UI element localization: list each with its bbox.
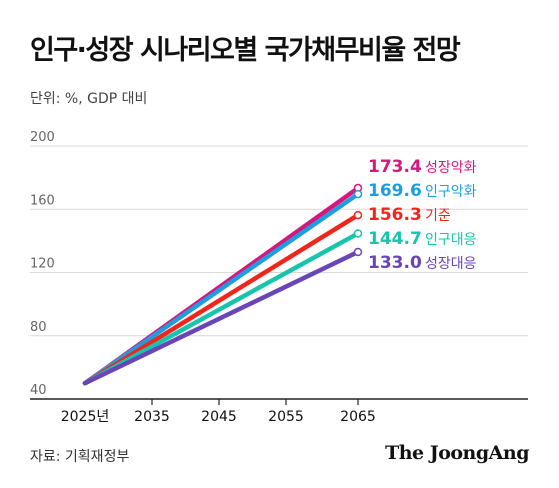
series-name: 인구대응 [425,232,477,248]
chart-title: 인구·성장 시나리오별 국가채무비율 전망 [30,35,461,66]
x-tick-label: 2025년 [61,409,110,425]
series-end-point [353,189,363,199]
data-label: 133.0 [368,253,422,273]
y-tick-label: 80 [30,320,47,335]
data-label: 173.4 [368,157,422,177]
series-name: 성장대응 [425,256,477,272]
y-tick-label: 200 [30,130,55,145]
series-line [82,231,361,386]
series-name: 기준 [425,208,451,224]
series-end-point [353,247,363,257]
brand-logo: The JoongAng [385,442,529,464]
x-tick-label: 2065 [340,409,376,425]
x-tick-label: 2035 [134,409,170,425]
series-line [82,212,361,386]
unit-label: 단위: %, GDP 대비 [30,91,148,107]
y-tick-label: 40 [30,383,47,398]
series-name: 성장악화 [425,160,477,176]
x-tick-label: 2055 [268,409,304,425]
y-tick-label: 120 [30,257,55,272]
grid-layer: 40 80 120 160 200 [30,130,528,398]
series-name: 인구악화 [425,184,477,200]
data-label: 144.7 [368,229,422,249]
data-label: 156.3 [368,205,422,225]
series-line [82,249,361,386]
x-axis: 2025년 2035 2045 2055 2065 [30,398,528,425]
series-lines [82,183,363,386]
series-line [82,191,361,386]
source-note: 자료: 기획재정부 [30,449,130,465]
x-tick-label: 2045 [201,409,237,425]
series-end-point [353,229,363,238]
series-end-point [353,210,363,220]
data-label: 169.6 [368,181,422,201]
y-tick-label: 160 [30,193,55,208]
